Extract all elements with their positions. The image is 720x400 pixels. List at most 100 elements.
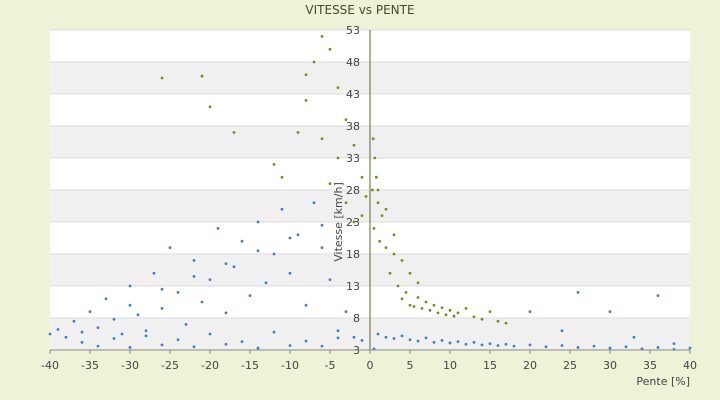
data-point-olive [412,305,416,308]
x-tick-label: 5 [407,359,414,372]
data-point-olive [378,239,381,243]
data-point-olive [344,118,348,121]
data-point-olive [304,99,308,102]
data-point-olive [371,188,374,192]
data-point-blue [344,310,348,313]
data-point-olive [200,74,204,78]
x-tick-label: -5 [325,359,336,372]
data-point-olive [208,105,212,109]
data-point-olive [372,227,376,230]
data-point-blue [248,294,252,297]
data-point-blue [112,337,116,340]
data-point-blue [392,337,396,340]
data-point-blue [256,346,260,350]
data-point-blue [128,303,132,307]
x-tick-label: 10 [443,359,457,372]
x-tick-label: 0 [367,359,374,372]
data-point-blue [128,284,132,288]
data-point-blue [512,344,516,348]
data-point-olive [452,314,456,318]
data-point-blue [320,344,324,348]
data-point-blue [488,342,492,345]
data-point-olive [400,297,404,301]
data-point-blue [432,340,436,344]
data-point-olive [344,201,348,205]
data-point-blue [352,335,356,339]
data-point-olive [488,310,492,313]
y-tick-label: 33 [346,152,360,165]
data-point-blue [576,291,580,294]
data-point-olive [384,246,388,250]
y-tick-label: 53 [346,24,360,37]
data-point-blue [304,339,308,343]
data-point-blue [208,278,212,281]
data-point-olive [373,156,377,160]
data-point-olive [320,35,324,38]
data-point-blue [216,227,220,230]
data-point-olive [328,47,332,51]
data-point-olive [480,317,484,321]
data-point-olive [392,233,396,237]
data-point-blue [328,278,332,281]
data-point-olive [444,313,448,317]
data-point-blue [256,249,260,253]
data-point-olive [336,86,340,89]
data-point-blue [192,275,196,278]
data-point-olive [320,137,324,141]
data-point-olive [408,303,412,307]
data-point-olive [296,131,300,134]
data-point-olive [280,175,284,179]
data-point-olive [160,76,164,80]
data-point-blue [48,332,52,336]
data-point-blue [544,345,548,349]
data-point-blue [656,346,660,349]
data-point-olive [375,175,378,179]
data-point-blue [96,344,100,348]
data-point-blue [104,297,108,301]
data-point-blue [152,271,156,275]
data-point-blue [560,344,564,347]
data-point-blue [608,310,612,313]
y-tick-label: 48 [346,56,360,69]
data-point-blue [464,342,468,346]
data-point-blue [160,287,164,291]
data-point-blue [576,346,580,349]
chart-title: VITESSE vs PENTE [305,3,414,17]
data-point-blue [296,233,300,237]
data-point-blue [280,207,284,211]
data-point-blue [528,343,532,347]
data-point-blue [224,311,228,315]
data-point-blue [336,336,340,340]
y-tick-label: 18 [346,248,360,261]
data-point-olive [352,220,356,224]
y-tick-label: 8 [353,312,360,325]
data-point-blue [192,345,196,349]
data-point-blue [288,271,292,275]
x-tick-label: -30 [121,359,139,372]
y-axis-label: Vitesse [km/h] [332,182,345,262]
data-point-olive [328,182,332,186]
data-point-olive [392,252,396,256]
data-point-blue [128,346,132,349]
data-point-olive [396,284,400,288]
data-point-blue [372,347,376,351]
data-point-blue [672,342,676,345]
data-point-blue [320,223,324,227]
data-point-olive [336,156,340,160]
data-point-blue [80,340,84,344]
data-point-blue [528,310,532,313]
data-point-olive [376,188,380,192]
data-point-olive [440,306,444,310]
data-point-blue [288,236,292,240]
data-point-blue [64,335,68,339]
data-point-blue [632,335,636,339]
data-point-blue [688,346,692,350]
data-point-blue [144,334,148,338]
x-axis-label: Pente [%] [636,375,690,388]
data-point-blue [72,319,76,323]
data-point-blue [376,332,380,336]
data-point-blue [144,329,148,333]
data-point-olive [364,195,368,198]
data-point-olive [380,214,384,218]
